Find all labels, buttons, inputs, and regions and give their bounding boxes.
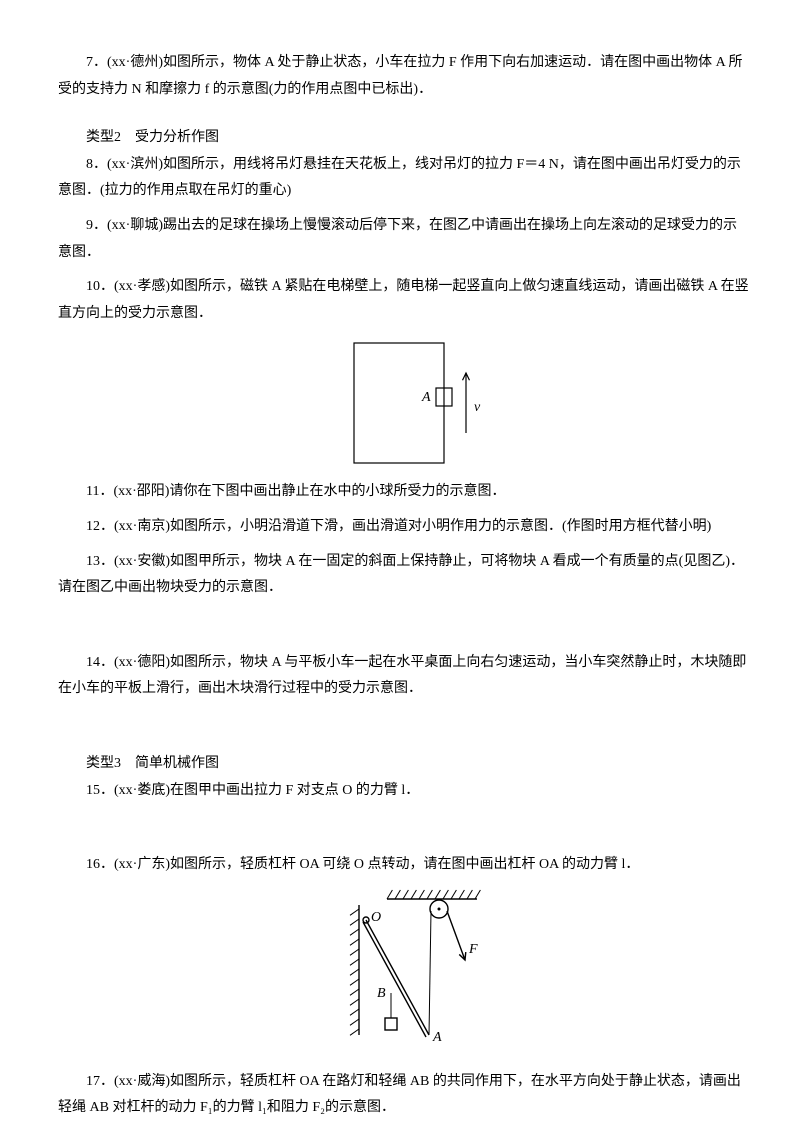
question-13: 13．(xx·安徽)如图甲所示，物块 A 在一固定的斜面上保持静止，可将物块 A… bbox=[58, 549, 750, 602]
spacer bbox=[58, 506, 750, 514]
figure-q16: O A B F bbox=[58, 885, 750, 1055]
spacer bbox=[58, 541, 750, 549]
spacer bbox=[58, 1061, 750, 1069]
spacer bbox=[58, 103, 750, 125]
spacer bbox=[58, 703, 750, 751]
question-11: 11．(xx·邵阳)请你在下图中画出静止在水中的小球所受力的示意图． bbox=[58, 479, 750, 506]
question-7: 7．(xx·德州)如图所示，物体 A 处于静止状态，小车在拉力 F 作用下向右加… bbox=[58, 50, 750, 103]
svg-text:O: O bbox=[371, 910, 381, 925]
figure-q10: Av bbox=[58, 333, 750, 473]
question-9: 9．(xx·聊城)踢出去的足球在操场上慢慢滚动后停下来，在图乙中请画出在操场上向… bbox=[58, 213, 750, 266]
section-2-title: 类型2 受力分析作图 bbox=[58, 125, 750, 152]
spacer bbox=[58, 602, 750, 650]
svg-text:v: v bbox=[474, 400, 481, 415]
question-17: 17．(xx·威海)如图所示，轻质杠杆 OA 在路灯和轻绳 AB 的共同作用下，… bbox=[58, 1069, 750, 1122]
spacer bbox=[58, 804, 750, 852]
spacer bbox=[58, 266, 750, 274]
svg-text:B: B bbox=[377, 986, 386, 1001]
svg-text:A: A bbox=[421, 390, 431, 405]
question-15: 15．(xx·娄底)在图甲中画出拉力 F 对支点 O 的力臂 l． bbox=[58, 778, 750, 805]
question-14: 14．(xx·德阳)如图所示，物块 A 与平板小车一起在水平桌面上向右匀速运动，… bbox=[58, 650, 750, 703]
elevator-magnet-diagram: Av bbox=[324, 333, 484, 473]
question-8: 8．(xx·滨州)如图所示，用线将吊灯悬挂在天花板上，线对吊灯的拉力 F＝4 N… bbox=[58, 152, 750, 205]
svg-text:F: F bbox=[468, 942, 478, 957]
question-10: 10．(xx·孝感)如图所示，磁铁 A 紧贴在电梯壁上，随电梯一起竖直向上做匀速… bbox=[58, 274, 750, 327]
question-16: 16．(xx·广东)如图所示，轻质杠杆 OA 可绕 O 点转动，请在图中画出杠杆… bbox=[58, 852, 750, 879]
lever-pulley-diagram: O A B F bbox=[319, 885, 489, 1055]
spacer bbox=[58, 205, 750, 213]
svg-text:A: A bbox=[432, 1030, 442, 1045]
question-12: 12．(xx·南京)如图所示，小明沿滑道下滑，画出滑道对小明作用力的示意图．(作… bbox=[58, 514, 750, 541]
section-3-title: 类型3 简单机械作图 bbox=[58, 751, 750, 778]
